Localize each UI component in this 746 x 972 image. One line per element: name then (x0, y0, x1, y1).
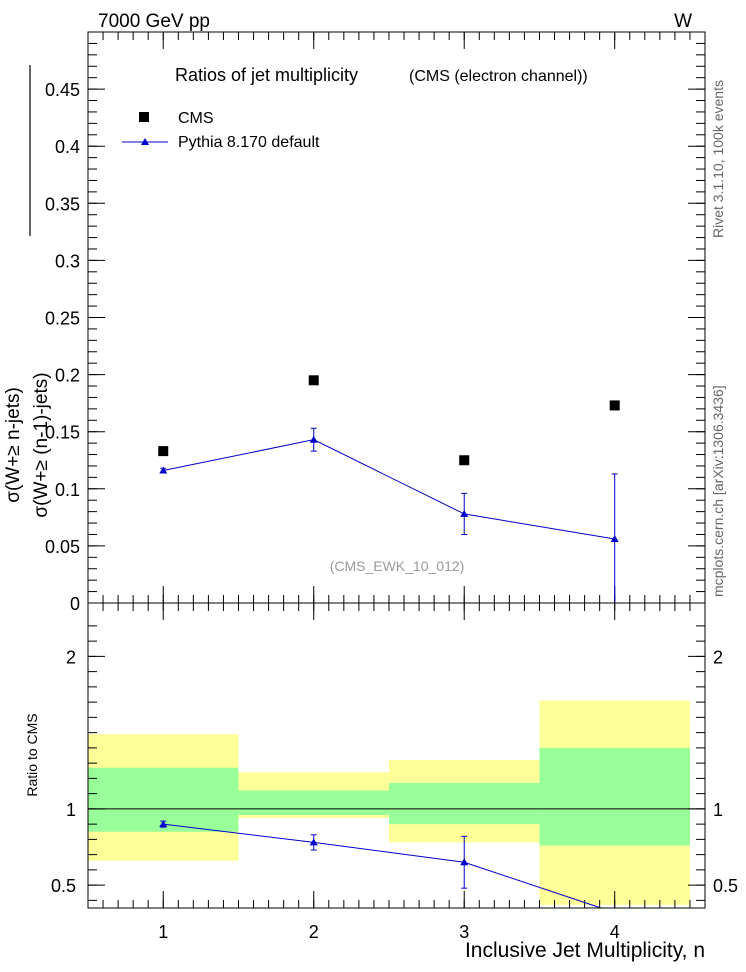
ratio-y-tick-label: 0.5 (51, 876, 76, 896)
ratio-y-label: Ratio to CMS (24, 713, 40, 796)
main-y-tick-label: 0.2 (55, 366, 80, 386)
uncertainty-bands (88, 700, 690, 905)
main-y-tick-label: 0.1 (55, 480, 80, 500)
pythia-data-point (309, 435, 318, 443)
ratio-markers (159, 820, 469, 866)
plot-title: Ratios of jet multiplicity (175, 65, 358, 85)
ratio-y-tick-label-right: 2 (713, 647, 723, 667)
main-x-ticks (102, 32, 691, 603)
ratio-x-tick-labels: 1 2 3 4 (158, 922, 619, 942)
main-y-tick-label: 0.35 (45, 194, 80, 214)
ratio-x-tick-label: 1 (158, 922, 168, 942)
main-panel: 0 0.05 0.1 0.15 0.2 0.25 0.3 0.35 0.4 0.45 Ratios… (3, 31, 706, 614)
ratio-data-point (159, 820, 168, 828)
ratio-data-point (309, 838, 318, 846)
cms-data-point (158, 446, 169, 457)
ratio-y-tick-labels: 0.5 0.5 1 1 2 2 (51, 647, 738, 896)
main-y-ticks (88, 31, 705, 604)
header-energy-label: 7000 GeV pp (98, 11, 210, 32)
main-y-tick-label: 0.15 (45, 423, 80, 443)
green-uncertainty-band (539, 747, 690, 846)
ratio-x-tick-label: 3 (459, 922, 469, 942)
ratio-panel: 0.5 0.5 1 1 2 2 1 2 3 4 Ratio to CMS Inclusive J… (24, 602, 738, 962)
ratio-y-tick-label-right: 0.5 (713, 876, 738, 896)
main-y-tick-label: 0 (70, 594, 80, 614)
analysis-watermark: (CMS_EWK_10_012) (330, 558, 465, 574)
legend-pythia-marker (141, 138, 149, 145)
ratio-y-tick-label: 1 (66, 800, 76, 820)
pythia-markers (159, 435, 619, 543)
mcplots-label: mcplots.cern.ch [arXiv:1306.3436] (710, 385, 726, 597)
main-y-label-denominator: σ(W+≥ (n-1)-jets) (31, 372, 52, 517)
header-process-label: W (674, 11, 692, 32)
x-axis-label: Inclusive Jet Multiplicity, n (465, 939, 705, 962)
cms-markers (158, 375, 620, 466)
ratio-pythia-line (163, 823, 602, 909)
legend-pythia-label: Pythia 8.170 default (178, 134, 320, 151)
ratio-frame (87, 602, 706, 909)
plot-subtitle: (CMS (electron channel)) (409, 68, 588, 85)
main-y-tick-labels: 0 0.05 0.1 0.15 0.2 0.25 0.3 0.35 0.4 0.45 (45, 80, 80, 614)
ratio-x-tick-label: 2 (309, 922, 319, 942)
pythia-data-point (610, 535, 619, 543)
rivet-version-label: Rivet 3.1.10, 100k events (710, 80, 726, 238)
ratio-y-tick-label-right: 1 (713, 800, 723, 820)
main-y-tick-label: 0.3 (55, 251, 80, 271)
ratio-y-tick-label: 2 (66, 647, 76, 667)
cms-data-point (459, 455, 470, 466)
main-y-tick-label: 0.4 (55, 137, 80, 157)
cms-data-point (609, 400, 620, 411)
green-uncertainty-band (388, 782, 540, 825)
pythia-error-bars (160, 427, 618, 603)
green-uncertainty-band (238, 790, 389, 815)
main-y-tick-label: 0.25 (45, 309, 80, 329)
ratio-y-ticks (88, 625, 705, 901)
main-y-tick-label: 0.45 (45, 80, 80, 100)
pythia-data-point (159, 466, 168, 474)
pythia-line (163, 439, 615, 540)
ratio-x-ticks (102, 603, 691, 908)
cms-data-point (308, 375, 319, 386)
ratio-data-point (460, 858, 469, 866)
ratio-x-tick-label: 4 (610, 922, 620, 942)
legend-cms-marker (139, 112, 149, 122)
legend-cms-label: CMS (178, 110, 214, 127)
main-y-label-numerator: σ(W+≥ n-jets) (3, 387, 24, 503)
main-y-tick-label: 0.05 (45, 537, 80, 557)
pythia-data-point (460, 509, 469, 517)
